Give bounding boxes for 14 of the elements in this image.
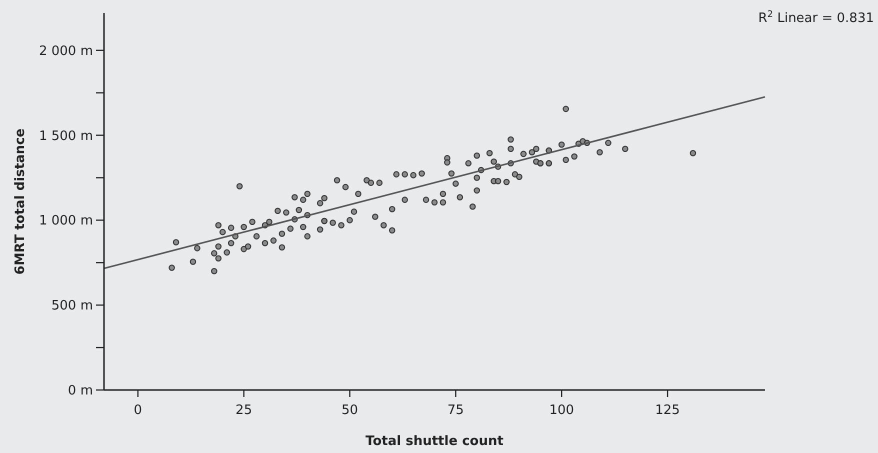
x-tick-label: 100 (549, 403, 574, 418)
y-tick-label: 500 m (51, 298, 93, 314)
x-axis-title: Total shuttle count (366, 434, 504, 449)
x-tick-label: 75 (447, 403, 464, 418)
x-tick-label: 0 (134, 403, 142, 418)
y-tick-label: 0 m (68, 384, 93, 399)
y-tick-label: 1 500 m (38, 128, 93, 144)
x-tick-label: 125 (655, 403, 680, 418)
x-tick-label: 25 (236, 403, 252, 418)
annotation: R$^{2}$ Linear = 0.831 (758, 10, 874, 26)
y-tick-label: 2 000 m (38, 44, 93, 59)
x-tick-label: 50 (341, 403, 358, 418)
y-tick-label: 1 000 m (38, 214, 93, 229)
y-axis-title: 6MRT total distance (13, 128, 28, 275)
